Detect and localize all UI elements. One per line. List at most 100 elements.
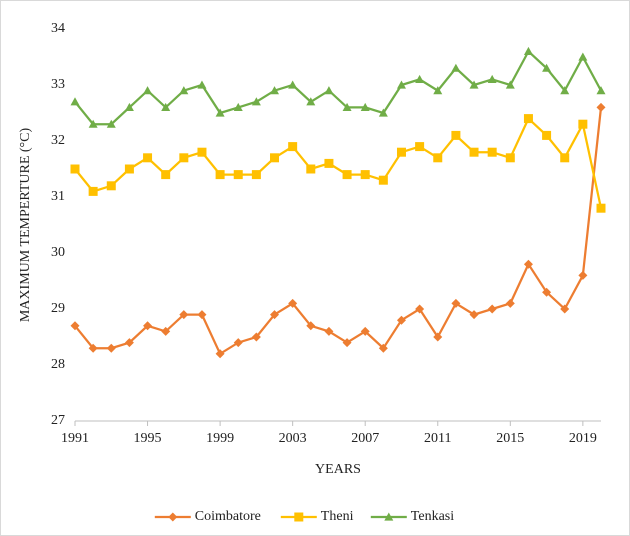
data-point xyxy=(505,153,515,163)
data-point xyxy=(288,298,298,308)
data-point xyxy=(469,310,479,320)
data-point xyxy=(143,321,153,331)
data-point xyxy=(415,304,425,314)
data-point xyxy=(542,130,552,140)
data-point xyxy=(433,153,443,163)
data-point xyxy=(70,164,80,174)
data-point xyxy=(251,97,261,106)
y-tick-label: 30 xyxy=(51,245,65,260)
data-point xyxy=(469,80,479,89)
y-tick-label: 28 xyxy=(51,357,65,372)
y-tick-label: 33 xyxy=(51,77,65,92)
data-point xyxy=(179,310,189,320)
data-point xyxy=(306,321,316,331)
data-point xyxy=(70,321,80,331)
data-point xyxy=(179,86,189,95)
y-tick-label: 29 xyxy=(51,301,65,316)
data-point xyxy=(88,186,98,196)
y-axis-label: MAXIMUM TEMPERTURE (°C) xyxy=(18,128,33,323)
data-point xyxy=(523,46,533,55)
data-point xyxy=(542,287,552,297)
data-point xyxy=(251,170,261,180)
x-tick-label: 2007 xyxy=(351,431,379,446)
data-point xyxy=(88,119,98,128)
data-point xyxy=(215,108,225,117)
data-point xyxy=(342,338,352,348)
data-point xyxy=(161,102,171,111)
data-point xyxy=(215,349,225,359)
data-point xyxy=(523,114,533,124)
data-point xyxy=(560,153,570,163)
data-point xyxy=(560,86,570,95)
data-point xyxy=(124,338,134,348)
data-point xyxy=(106,343,116,353)
data-point xyxy=(342,170,352,180)
data-point xyxy=(578,119,588,129)
data-point xyxy=(596,86,606,95)
data-point xyxy=(433,86,443,95)
data-point xyxy=(197,310,207,320)
x-tick-label: 2011 xyxy=(424,431,451,446)
x-tick-label: 1999 xyxy=(206,431,234,446)
legend-marker xyxy=(168,512,178,522)
data-point xyxy=(342,102,352,111)
x-tick-label: 1995 xyxy=(134,431,162,446)
y-tick-label: 31 xyxy=(51,189,65,204)
data-point xyxy=(124,102,134,111)
data-point xyxy=(270,310,280,320)
legend-marker xyxy=(384,512,394,521)
data-point xyxy=(487,74,497,83)
legend-marker xyxy=(294,512,304,522)
y-tick-label: 27 xyxy=(51,413,65,428)
data-point xyxy=(197,147,207,157)
data-point xyxy=(233,102,243,111)
data-point xyxy=(324,326,334,336)
data-point xyxy=(360,326,370,336)
data-point xyxy=(378,343,388,353)
data-point xyxy=(415,142,425,152)
data-point xyxy=(179,153,189,163)
data-point xyxy=(197,80,207,89)
data-point xyxy=(106,119,116,128)
series-line xyxy=(74,49,602,126)
data-point xyxy=(596,102,606,112)
legend-label: Coimbatore xyxy=(195,509,261,524)
data-point xyxy=(324,86,334,95)
data-point xyxy=(233,170,243,180)
data-point xyxy=(578,270,588,280)
y-tick-label: 32 xyxy=(51,133,65,148)
data-point xyxy=(270,153,280,163)
data-point xyxy=(143,153,153,163)
data-point xyxy=(505,298,515,308)
legend-label: Tenkasi xyxy=(411,509,454,524)
data-point xyxy=(415,74,425,83)
data-point xyxy=(324,158,334,168)
data-point xyxy=(124,164,134,174)
x-axis-label: YEARS xyxy=(315,462,361,477)
data-point xyxy=(578,52,588,61)
data-point xyxy=(396,80,406,89)
data-point xyxy=(288,80,298,89)
data-point xyxy=(88,343,98,353)
data-point xyxy=(360,170,370,180)
data-point xyxy=(360,102,370,111)
data-point xyxy=(451,63,461,72)
x-tick-label: 2019 xyxy=(569,431,597,446)
data-point xyxy=(396,147,406,157)
data-point xyxy=(487,304,497,314)
data-point xyxy=(560,304,570,314)
data-point xyxy=(396,315,406,325)
data-point xyxy=(288,142,298,152)
data-point xyxy=(161,170,171,180)
data-point xyxy=(378,175,388,185)
data-point xyxy=(469,147,479,157)
y-tick-label: 34 xyxy=(51,21,65,36)
data-point xyxy=(451,130,461,140)
x-tick-label: 2003 xyxy=(279,431,307,446)
legend-label: Theni xyxy=(321,509,354,524)
data-point xyxy=(523,259,533,269)
data-point xyxy=(106,181,116,191)
data-point xyxy=(143,86,153,95)
data-point xyxy=(487,147,497,157)
